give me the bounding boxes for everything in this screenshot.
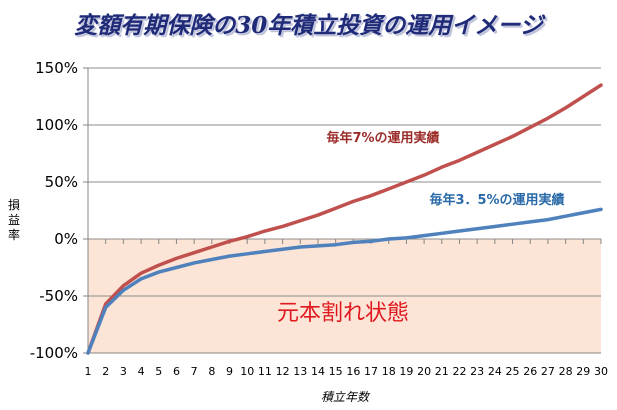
x-tick-label: 26 (523, 365, 537, 378)
x-tick-label: 10 (240, 365, 254, 378)
loss-region-label: 元本割れ状態 (277, 301, 409, 326)
x-tick-label: 11 (258, 365, 272, 378)
x-tick-label: 24 (488, 365, 502, 378)
x-tick-label: 6 (173, 365, 180, 378)
series-label-3-5-percent: 毎年3．5%の運用実績 (429, 192, 564, 208)
y-axis-title: 損益率 (8, 197, 20, 242)
y-axis-title-char: 損 (8, 197, 20, 212)
x-tick-label: 30 (594, 365, 608, 378)
x-tick-label: 5 (155, 365, 162, 378)
x-tick-label: 22 (452, 365, 466, 378)
x-tick-label: 14 (311, 365, 325, 378)
x-tick-label: 2 (102, 365, 109, 378)
x-tick-label: 29 (576, 365, 590, 378)
gridlines (88, 67, 601, 297)
x-axis-title: 積立年数 (321, 390, 371, 404)
y-tick-label: -100% (30, 344, 78, 362)
y-tick-label: 100% (35, 116, 78, 134)
series-line (86, 83, 603, 355)
x-tick-label: 16 (346, 365, 360, 378)
y-axis-title-char: 益 (8, 213, 20, 227)
x-tick-label: 19 (399, 365, 413, 378)
x-tick-label: 8 (208, 365, 215, 378)
x-tick-label: 27 (541, 365, 555, 378)
x-tick-label: 3 (120, 365, 127, 378)
y-tick-label: 150% (35, 59, 78, 77)
x-tick-label: 1 (85, 365, 92, 378)
x-tick-label: 28 (559, 365, 573, 378)
x-tick-label: 21 (435, 365, 449, 378)
y-tick-labels: 150% 100% 50% 0% -50% -100% (30, 59, 78, 362)
x-tick-label: 12 (276, 365, 290, 378)
x-tick-label: 25 (506, 365, 520, 378)
x-tick-label: 7 (191, 365, 198, 378)
y-tick-label: 50% (45, 173, 78, 191)
x-tick-label: 17 (364, 365, 378, 378)
x-tick-label: 23 (470, 365, 484, 378)
x-tick-label: 18 (382, 365, 396, 378)
y-tick-label: 0% (54, 230, 78, 248)
x-tick-labels: 1 2 3 4 5 6 7 8 9 10 11 12 13 14 15 16 17 18 19 20 21 22 23 24 2… (85, 365, 609, 378)
axes (83, 67, 602, 354)
x-tick-label: 4 (138, 365, 145, 378)
chart-title: 変額有期保険の30年積立投資の運用イメージ (74, 12, 543, 39)
x-tick-label: 9 (226, 365, 233, 378)
x-tick-label: 15 (329, 365, 343, 378)
series-label-7-percent: 毎年7%の運用実績 (326, 130, 439, 146)
x-tick-label: 20 (417, 365, 431, 378)
series-lines (86, 83, 603, 355)
y-tick-label: -50% (39, 287, 78, 305)
x-tick-label: 13 (293, 365, 307, 378)
y-axis-title-char: 率 (8, 227, 20, 242)
series-line (86, 207, 603, 355)
